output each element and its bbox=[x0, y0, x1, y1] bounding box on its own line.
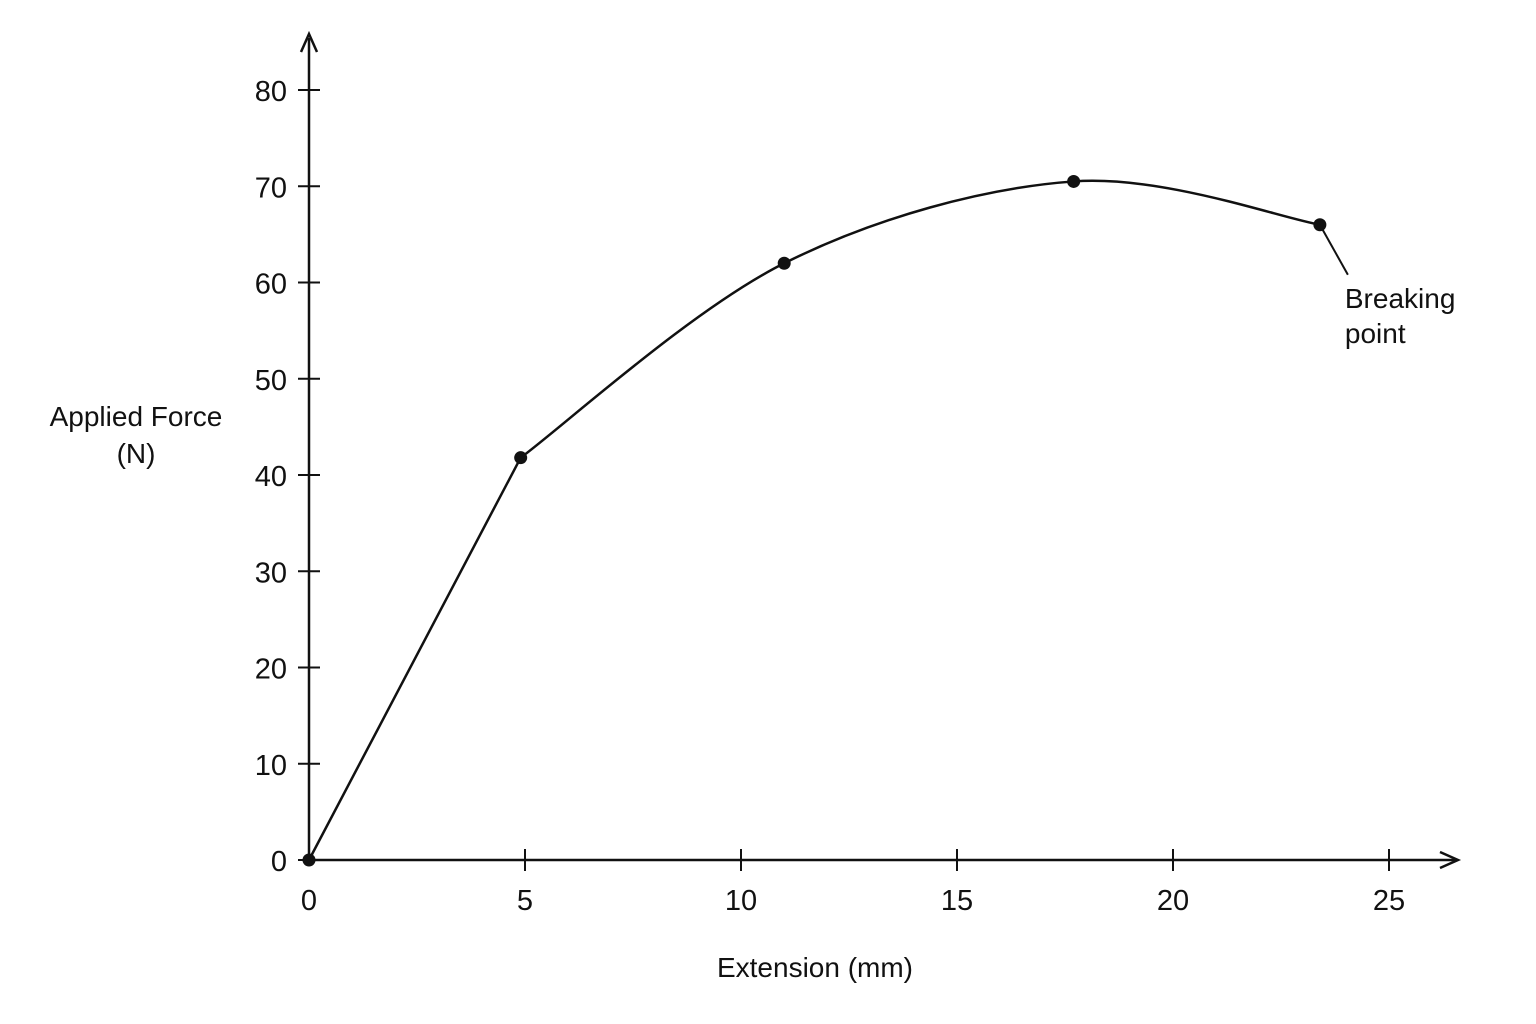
y-axis-arrowhead bbox=[299, 30, 319, 53]
y-axis-title-line-2: (N) bbox=[117, 438, 156, 469]
x-ticks: 0 5 10 15 20 25 bbox=[301, 849, 1405, 917]
y-tick-label: 20 bbox=[255, 654, 287, 686]
y-axis-title-line-1: Applied Force bbox=[50, 401, 223, 432]
y-tick-label: 30 bbox=[255, 557, 287, 589]
axes bbox=[299, 30, 1462, 870]
y-tick-label: 10 bbox=[255, 750, 287, 782]
annotation: Breaking point bbox=[1319, 224, 1456, 349]
y-tick-label: 60 bbox=[255, 269, 287, 301]
y-ticks: 0 10 20 30 40 50 60 70 80 bbox=[255, 76, 320, 878]
data-curve bbox=[307, 179, 1321, 861]
x-tick-label: 15 bbox=[941, 885, 973, 917]
y-tick-label: 40 bbox=[255, 461, 287, 493]
annotation-label: point bbox=[1345, 318, 1406, 349]
y-tick-label: 80 bbox=[255, 76, 287, 108]
x-tick-label: 25 bbox=[1373, 885, 1405, 917]
x-axis-arrowhead bbox=[1439, 850, 1462, 870]
x-tick-label: 5 bbox=[517, 885, 533, 917]
data-point bbox=[514, 451, 528, 465]
y-tick-label: 70 bbox=[255, 172, 287, 204]
x-axis-title: Extension (mm) bbox=[717, 952, 913, 983]
x-tick-label: 20 bbox=[1157, 885, 1189, 917]
series-line bbox=[307, 179, 1321, 861]
annotation-label: Breaking bbox=[1345, 283, 1456, 314]
y-tick-label: 0 bbox=[271, 846, 287, 878]
x-tick-label: 10 bbox=[725, 885, 757, 917]
data-point bbox=[1067, 174, 1081, 188]
data-point bbox=[302, 853, 316, 867]
data-point bbox=[777, 256, 791, 270]
data-points bbox=[302, 174, 1327, 867]
y-tick-label: 50 bbox=[255, 365, 287, 397]
annotation-leader-line bbox=[1319, 224, 1349, 276]
x-tick-label: 0 bbox=[301, 885, 317, 917]
